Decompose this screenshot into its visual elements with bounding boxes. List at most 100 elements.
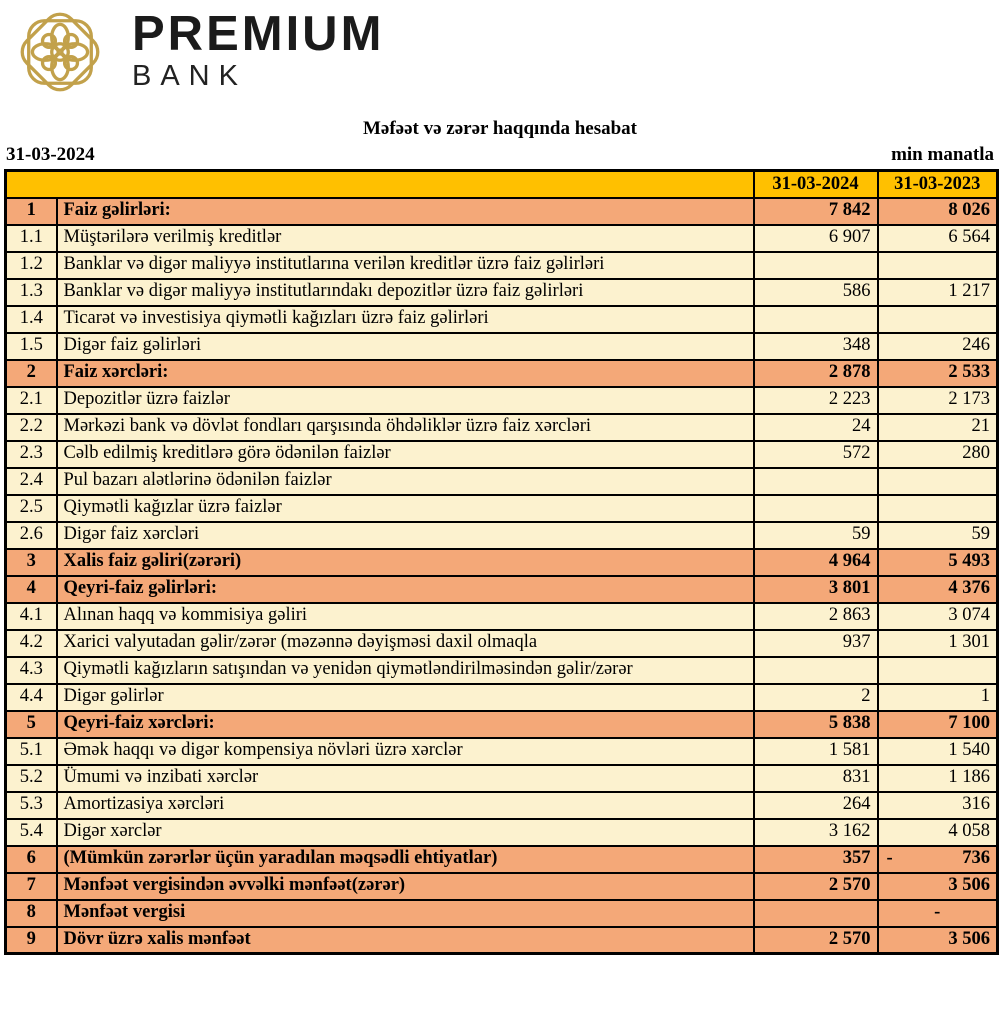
table-row: 5.3 Amortizasiya xərcləri 264 316 bbox=[4, 790, 999, 820]
value-2024-cell: 831 bbox=[752, 763, 879, 793]
row-number-cell: 2.1 bbox=[4, 385, 58, 415]
row-number-cell: 1.1 bbox=[4, 223, 58, 253]
section-row: 2 Faiz xərcləri: 2 878 2 533 bbox=[4, 358, 999, 388]
table-row: 4.3 Qiymətli kağızların satışından və yen… bbox=[4, 655, 999, 685]
value-2024-cell: 937 bbox=[752, 628, 879, 658]
row-label-cell: Mənfəət vergisi bbox=[55, 898, 755, 928]
value-2023-cell: 7 100 bbox=[876, 709, 999, 739]
value-2023-cell bbox=[876, 493, 999, 523]
row-label-cell: Amortizasiya xərcləri bbox=[55, 790, 755, 820]
row-label-cell: Mənfəət vergisindən əvvəlki mənfəət(zərə… bbox=[55, 871, 755, 901]
table-row: 1.1 Müştərilərə verilmiş kreditlər 6 907 6 … bbox=[4, 223, 999, 253]
row-number-cell: 8 bbox=[4, 898, 58, 928]
section-row: 1 Faiz gəlirləri: 7 842 8 026 bbox=[4, 196, 999, 226]
table-row: 2.4 Pul bazarı alətlərinə ödənilən faizlə… bbox=[4, 466, 999, 496]
value-2023-cell bbox=[876, 250, 999, 280]
value-2024-cell: 3 801 bbox=[752, 574, 879, 604]
row-label-cell: Faiz gəlirləri: bbox=[55, 196, 755, 226]
row-label-cell: Digər gəlirlər bbox=[55, 682, 755, 712]
value-2024-cell: 2 223 bbox=[752, 385, 879, 415]
row-number-cell: 1 bbox=[4, 196, 58, 226]
row-label-cell: Ticarət və investisiya qiymətli kağızlar… bbox=[55, 304, 755, 334]
header-empty-cell bbox=[4, 169, 755, 199]
section-row: 3 Xalis faiz gəliri(zərəri) 4 964 5 493 bbox=[4, 547, 999, 577]
premium-bank-knot-icon bbox=[14, 6, 106, 98]
row-label-cell: Alınan haqq və kommisiya gəliri bbox=[55, 601, 755, 631]
value-2023-cell: 280 bbox=[876, 439, 999, 469]
table-row: 2.3 Cəlb edilmiş kreditlərə görə ödənilən… bbox=[4, 439, 999, 469]
row-number-cell: 1.3 bbox=[4, 277, 58, 307]
row-number-cell: 1.4 bbox=[4, 304, 58, 334]
row-number-cell: 7 bbox=[4, 871, 58, 901]
brand-text: PREMIUM BANK bbox=[132, 6, 384, 91]
value-2024-cell bbox=[752, 304, 879, 334]
row-number-cell: 4.4 bbox=[4, 682, 58, 712]
row-number-cell: 6 bbox=[4, 844, 58, 874]
row-label-cell: Ümumi və inzibati xərclər bbox=[55, 763, 755, 793]
value-2024-cell: 586 bbox=[752, 277, 879, 307]
value-2024-cell: 24 bbox=[752, 412, 879, 442]
value-2024-cell: 2 878 bbox=[752, 358, 879, 388]
row-label-cell: Qiymətli kağızlar üzrə faizlər bbox=[55, 493, 755, 523]
row-number-cell: 2 bbox=[4, 358, 58, 388]
row-label-cell: Qeyri-faiz gəlirləri: bbox=[55, 574, 755, 604]
row-label-cell: Qeyri-faiz xərcləri: bbox=[55, 709, 755, 739]
row-number-cell: 1.5 bbox=[4, 331, 58, 361]
row-label-cell: Qiymətli kağızların satışından və yenidə… bbox=[55, 655, 755, 685]
row-label-cell: Xalis faiz gəliri(zərəri) bbox=[55, 547, 755, 577]
value-2023-number: 736 bbox=[962, 848, 990, 869]
value-2023-cell bbox=[876, 466, 999, 496]
table-row: 5.1 Əmək haqqı və digər kompensiya növlər… bbox=[4, 736, 999, 766]
report-meta: 31-03-2024 min manatla bbox=[4, 140, 996, 169]
value-2023-cell: 3 506 bbox=[876, 925, 999, 955]
table-row: 1.2 Banklar və digər maliyyə institutları… bbox=[4, 250, 999, 280]
row-label-cell: Banklar və digər maliyyə institutlarında… bbox=[55, 277, 755, 307]
bank-logo: PREMIUM BANK bbox=[4, 0, 996, 102]
value-2023-cell: 21 bbox=[876, 412, 999, 442]
row-number-cell: 5 bbox=[4, 709, 58, 739]
table-row: 5.4 Digər xərclər 3 162 4 058 bbox=[4, 817, 999, 847]
row-label-cell: Banklar və digər maliyyə institutlarına … bbox=[55, 250, 755, 280]
value-2024-cell: 5 838 bbox=[752, 709, 879, 739]
value-2024-cell: 2 570 bbox=[752, 925, 879, 955]
report-date: 31-03-2024 bbox=[6, 144, 95, 165]
value-2024-cell: 1 581 bbox=[752, 736, 879, 766]
value-2024-cell: 2 863 bbox=[752, 601, 879, 631]
value-2023-cell: 2 173 bbox=[876, 385, 999, 415]
value-2023-cell: 59 bbox=[876, 520, 999, 550]
section-row: 8 Mənfəət vergisi - bbox=[4, 898, 999, 928]
section-row: 6 (Mümkün zərərlər üçün yaradılan məqsədl… bbox=[4, 844, 999, 874]
pl-table-body: 1 Faiz gəlirləri: 7 842 8 026 1.1 Müştərilərə… bbox=[4, 196, 999, 955]
row-number-cell: 1.2 bbox=[4, 250, 58, 280]
row-label-cell: Əmək haqqı və digər kompensiya növləri ü… bbox=[55, 736, 755, 766]
value-2024-cell: 2 570 bbox=[752, 871, 879, 901]
negative-dash: - bbox=[886, 848, 893, 869]
row-label-cell: Mərkəzi bank və dövlət fondları qarşısın… bbox=[55, 412, 755, 442]
row-number-cell: 5.4 bbox=[4, 817, 58, 847]
value-2023-cell: 1 301 bbox=[876, 628, 999, 658]
row-label-cell: (Mümkün zərərlər üçün yaradılan məqsədli… bbox=[55, 844, 755, 874]
row-number-cell: 4.3 bbox=[4, 655, 58, 685]
value-2023-cell: 1 540 bbox=[876, 736, 999, 766]
row-number-cell: 2.4 bbox=[4, 466, 58, 496]
value-2024-cell: 264 bbox=[752, 790, 879, 820]
table-row: 1.5 Digər faiz gəlirləri 348 246 bbox=[4, 331, 999, 361]
value-2023-cell: 1 217 bbox=[876, 277, 999, 307]
value-2024-cell bbox=[752, 655, 879, 685]
value-2024-cell: 7 842 bbox=[752, 196, 879, 226]
value-2024-cell: 3 162 bbox=[752, 817, 879, 847]
value-2024-cell: 59 bbox=[752, 520, 879, 550]
value-2024-cell bbox=[752, 898, 879, 928]
value-2023-cell bbox=[876, 304, 999, 334]
row-number-cell: 2.6 bbox=[4, 520, 58, 550]
table-header-row: 31-03-2024 31-03-2023 bbox=[4, 169, 999, 199]
row-label-cell: Digər faiz gəlirləri bbox=[55, 331, 755, 361]
value-2023-cell: 5 493 bbox=[876, 547, 999, 577]
value-2024-cell: 2 bbox=[752, 682, 879, 712]
row-label-cell: Faiz xərcləri: bbox=[55, 358, 755, 388]
value-2024-cell: 348 bbox=[752, 331, 879, 361]
row-number-cell: 5.2 bbox=[4, 763, 58, 793]
table-row: 1.3 Banklar və digər maliyyə institutları… bbox=[4, 277, 999, 307]
value-2023-cell: 6 564 bbox=[876, 223, 999, 253]
section-row: 7 Mənfəət vergisindən əvvəlki mənfəət(zər… bbox=[4, 871, 999, 901]
